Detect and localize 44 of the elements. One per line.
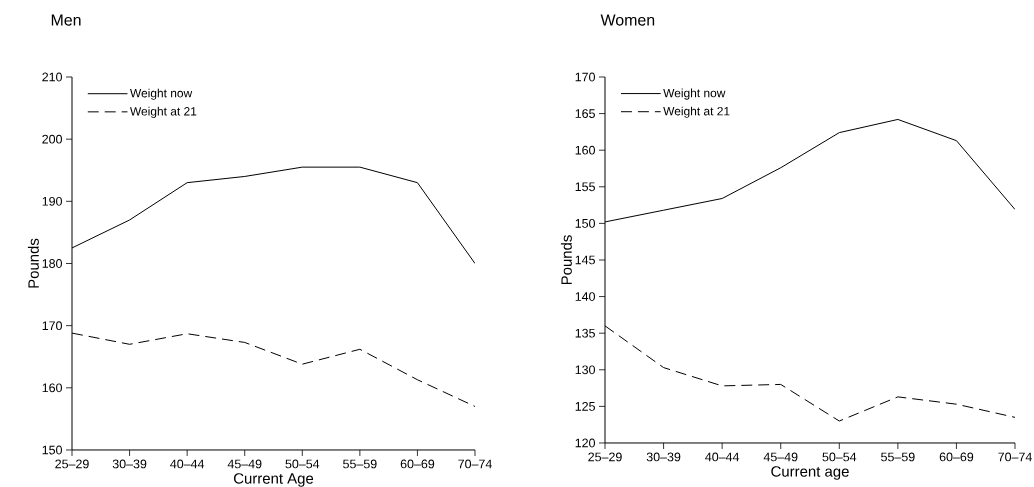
y-tick-label: 125: [575, 401, 595, 411]
y-tick-label: 160: [575, 145, 595, 155]
x-tick-label: 60–69: [939, 452, 974, 462]
legend-label: Weight at 21: [130, 106, 197, 118]
y-tick-label: 200: [42, 134, 62, 144]
x-tick-label: 55–59: [343, 459, 377, 469]
legend-label: Weight now: [130, 88, 193, 100]
y-tick-label: 190: [42, 196, 62, 206]
x-tick-label: 30–39: [646, 452, 681, 462]
y-tick-label: 140: [575, 292, 595, 301]
y-tick-label: 170: [575, 72, 595, 82]
y-tick-label: 160: [42, 383, 62, 393]
y-tick-label: 170: [42, 321, 62, 331]
y-axis-title: Pounds: [560, 235, 572, 285]
y-tick-label: 135: [575, 328, 595, 338]
x-tick-label: 25–29: [55, 459, 89, 469]
y-tick-label: 155: [575, 182, 595, 192]
x-tick-label: 50–54: [822, 452, 857, 462]
x-axis-title: Current Age: [233, 473, 314, 487]
x-axis-title: Current age: [771, 466, 849, 480]
x-tick-label: 45–49: [763, 452, 798, 462]
y-tick-label: 165: [575, 109, 595, 118]
y-tick-label: 150: [575, 218, 595, 228]
x-tick-label: 70–74: [998, 452, 1032, 462]
y-tick-label: 145: [575, 255, 595, 265]
y-tick-label: 130: [575, 365, 595, 375]
x-tick-label: 40–44: [705, 452, 740, 462]
y-tick-label: 150: [42, 445, 62, 455]
x-tick-label: 60–69: [400, 459, 435, 469]
chart-title: Women: [600, 14, 655, 26]
x-tick-label: 55–59: [881, 452, 915, 462]
x-tick-label: 25–29: [588, 452, 622, 462]
x-tick-label: 50–54: [285, 459, 320, 469]
chart-title: Men: [51, 14, 81, 26]
x-tick-label: 40–44: [170, 459, 205, 469]
y-tick-label: 120: [575, 438, 595, 448]
x-tick-label: 70–74: [458, 459, 492, 469]
legend-label: Weight now: [663, 88, 726, 100]
y-tick-label: 180: [42, 259, 62, 268]
y-tick-label: 210: [42, 72, 62, 82]
y-axis-title: Pounds: [27, 238, 39, 288]
x-tick-label: 45–49: [227, 459, 262, 469]
x-tick-label: 30–39: [112, 459, 147, 469]
legend-label: Weight at 21: [663, 106, 730, 118]
